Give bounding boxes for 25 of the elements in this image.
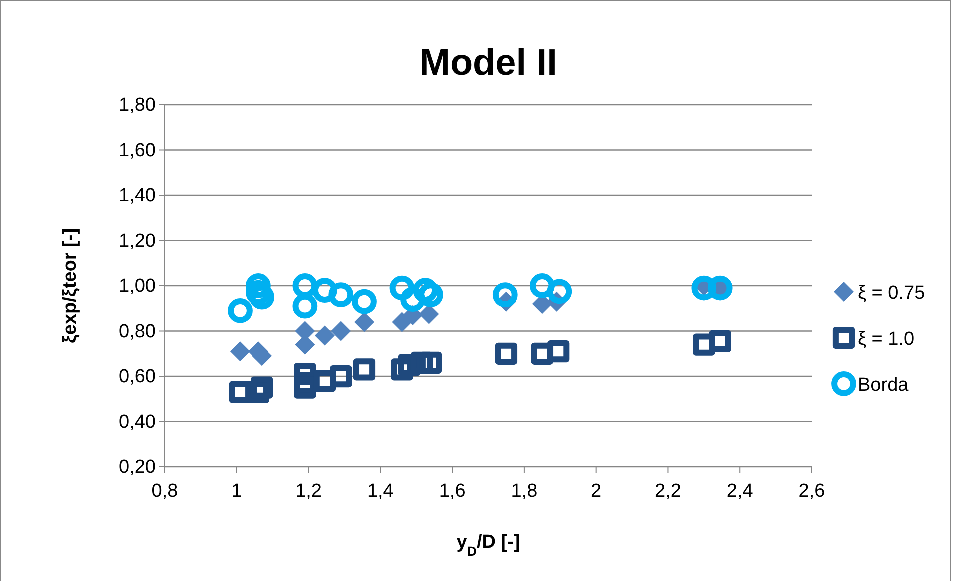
x-tick-label: 2,6 [798,480,826,502]
x-tick-label: 1,6 [439,480,466,502]
x-tick-label: 2,2 [655,480,682,502]
x-tick-label: 1,8 [511,480,538,502]
y-tick-label: 0,80 [119,321,156,342]
x-tick-label: 1 [232,480,242,502]
y-tick-label: 1,00 [119,276,156,298]
y-tick-label: 0,60 [119,366,156,388]
legend-label: ξ = 1.0 [858,329,915,350]
x-tick-label: 2,4 [726,480,754,502]
x-tick-label: 1,4 [367,480,394,502]
legend-label: Borda [858,375,910,396]
y-tick-label: 1,20 [119,230,156,252]
y-tick-label: 0,40 [119,412,156,433]
x-axis-title: y$_{D}$/D [-] [456,532,520,558]
x-tick-label: 2 [591,480,602,502]
y-tick-label: 1,40 [119,186,156,207]
y-tick-label: 0,20 [119,457,156,478]
chart-title: Model II [420,42,558,83]
legend-label: ξ = 0.75 [858,283,926,304]
y-axis-title: ξexp/ξteor [-] [60,228,81,344]
y-tick-label: 1,60 [119,140,156,162]
y-tick-label: 1,80 [119,95,156,116]
x-tick-label: 0,8 [152,480,178,502]
x-tick-label: 1,2 [296,480,322,502]
